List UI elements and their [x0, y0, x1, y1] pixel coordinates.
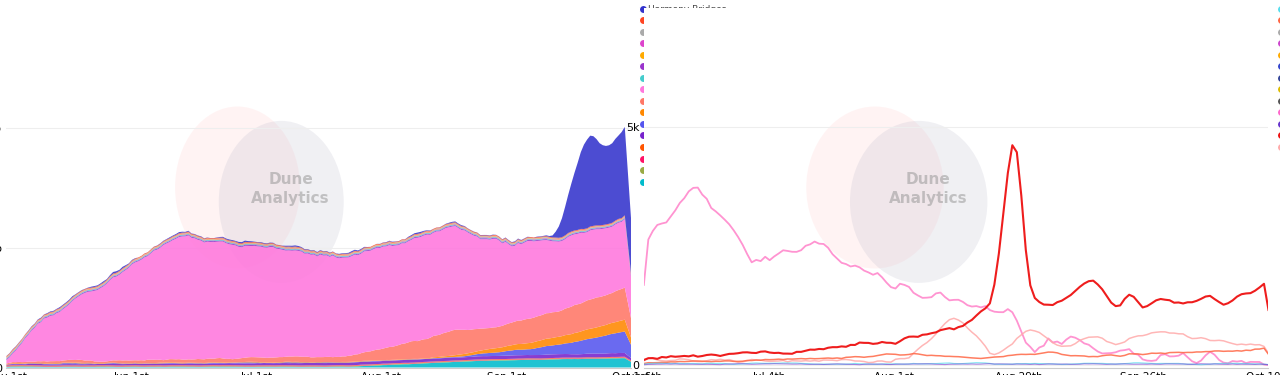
Text: Dune
Analytics: Dune Analytics: [251, 172, 330, 206]
Legend: Harmony Bridges, Optics Bridge, Boba Network Bric, ZkSync Bridge, Near Rainbow B: Harmony Bridges, Optics Bridge, Boba Net…: [641, 5, 733, 187]
Text: Dune
Analytics: Dune Analytics: [888, 172, 968, 206]
Ellipse shape: [175, 106, 300, 268]
Ellipse shape: [219, 121, 344, 283]
Ellipse shape: [850, 121, 987, 283]
Ellipse shape: [806, 106, 943, 268]
